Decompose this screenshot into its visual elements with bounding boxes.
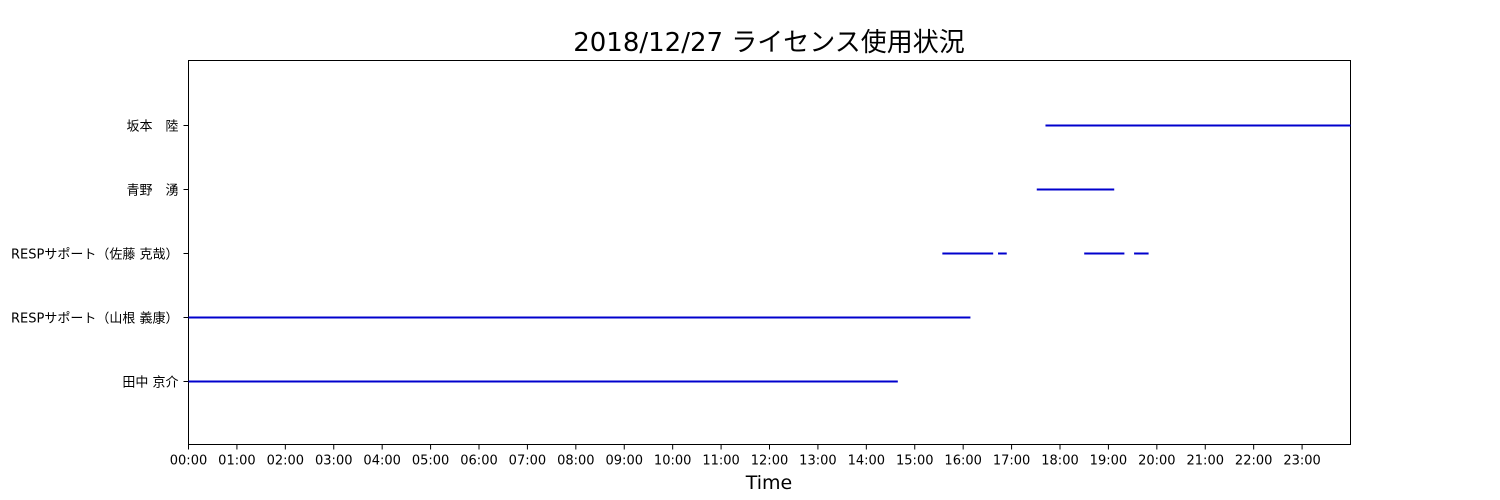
x-tick-label: 03:00: [315, 454, 352, 469]
x-tick-label: 05:00: [412, 454, 449, 469]
x-axis-label: Time: [745, 472, 793, 494]
x-tick-label: 21:00: [1187, 454, 1224, 469]
x-tick-label: 02:00: [267, 454, 304, 469]
x-tick-label: 08:00: [557, 454, 594, 469]
x-tick-label: 22:00: [1235, 454, 1272, 469]
y-axis: 坂本 陸青野 湧 RESPサポート（佐藤 克哉） RESPサポート（山根 義康） 田中…: [11, 119, 189, 391]
x-tick-label: 18:00: [1041, 454, 1078, 469]
x-tick-label: 14:00: [848, 454, 885, 469]
x-tick-label: 01:00: [218, 454, 255, 469]
x-tick-label: 17:00: [993, 454, 1030, 469]
x-tick-label: 07:00: [509, 454, 546, 469]
x-tick-label: 19:00: [1090, 454, 1127, 469]
usage-segments: [188, 124, 1351, 383]
y-tick-label: 田中 京介: [122, 376, 178, 391]
x-tick-label: 13:00: [799, 454, 836, 469]
chart-title: 2018/12/27 ライセンス使用状況: [573, 28, 965, 58]
x-tick-label: 04:00: [363, 454, 400, 469]
y-tick-label: RESPサポート（佐藤 克哉）: [11, 248, 178, 263]
y-tick-label: RESPサポート（山根 義康）: [11, 311, 178, 327]
x-tick-label: 16:00: [944, 454, 981, 469]
x-tick-label: 00:00: [170, 454, 207, 469]
y-tick-label: 坂本 陸: [126, 119, 178, 135]
x-tick-label: 06:00: [460, 454, 497, 469]
x-axis: 00:00 01:00 02:00 03:00 04:00 05:00 06:00 07:00…: [170, 444, 1321, 469]
x-tick-label: 09:00: [606, 454, 643, 469]
x-tick-label: 23:00: [1283, 454, 1320, 469]
plot-frame: [188, 60, 1351, 445]
x-tick-label: 11:00: [702, 454, 739, 469]
x-tick-label: 15:00: [896, 454, 933, 469]
x-tick-label: 10:00: [654, 454, 691, 469]
x-tick-label: 20:00: [1138, 454, 1175, 469]
y-tick-label: 青野 湧: [126, 183, 178, 199]
x-tick-label: 12:00: [751, 454, 788, 469]
